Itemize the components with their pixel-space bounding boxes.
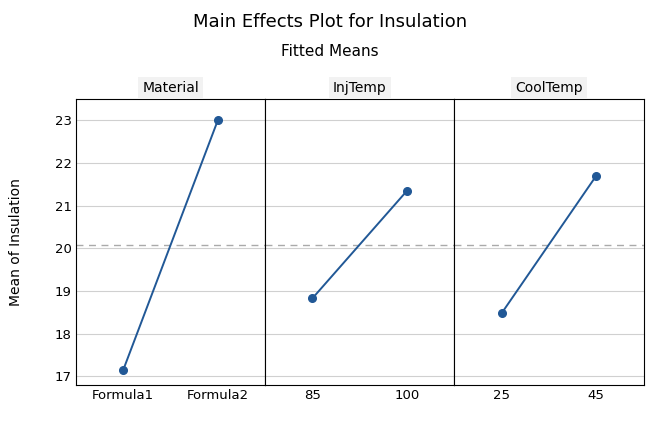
- Text: Fitted Means: Fitted Means: [281, 44, 379, 59]
- Text: Main Effects Plot for Insulation: Main Effects Plot for Insulation: [193, 13, 467, 31]
- Title: InjTemp: InjTemp: [333, 81, 387, 95]
- Title: CoolTemp: CoolTemp: [515, 81, 583, 95]
- Text: Mean of Insulation: Mean of Insulation: [9, 178, 24, 306]
- Title: Material: Material: [142, 81, 199, 95]
